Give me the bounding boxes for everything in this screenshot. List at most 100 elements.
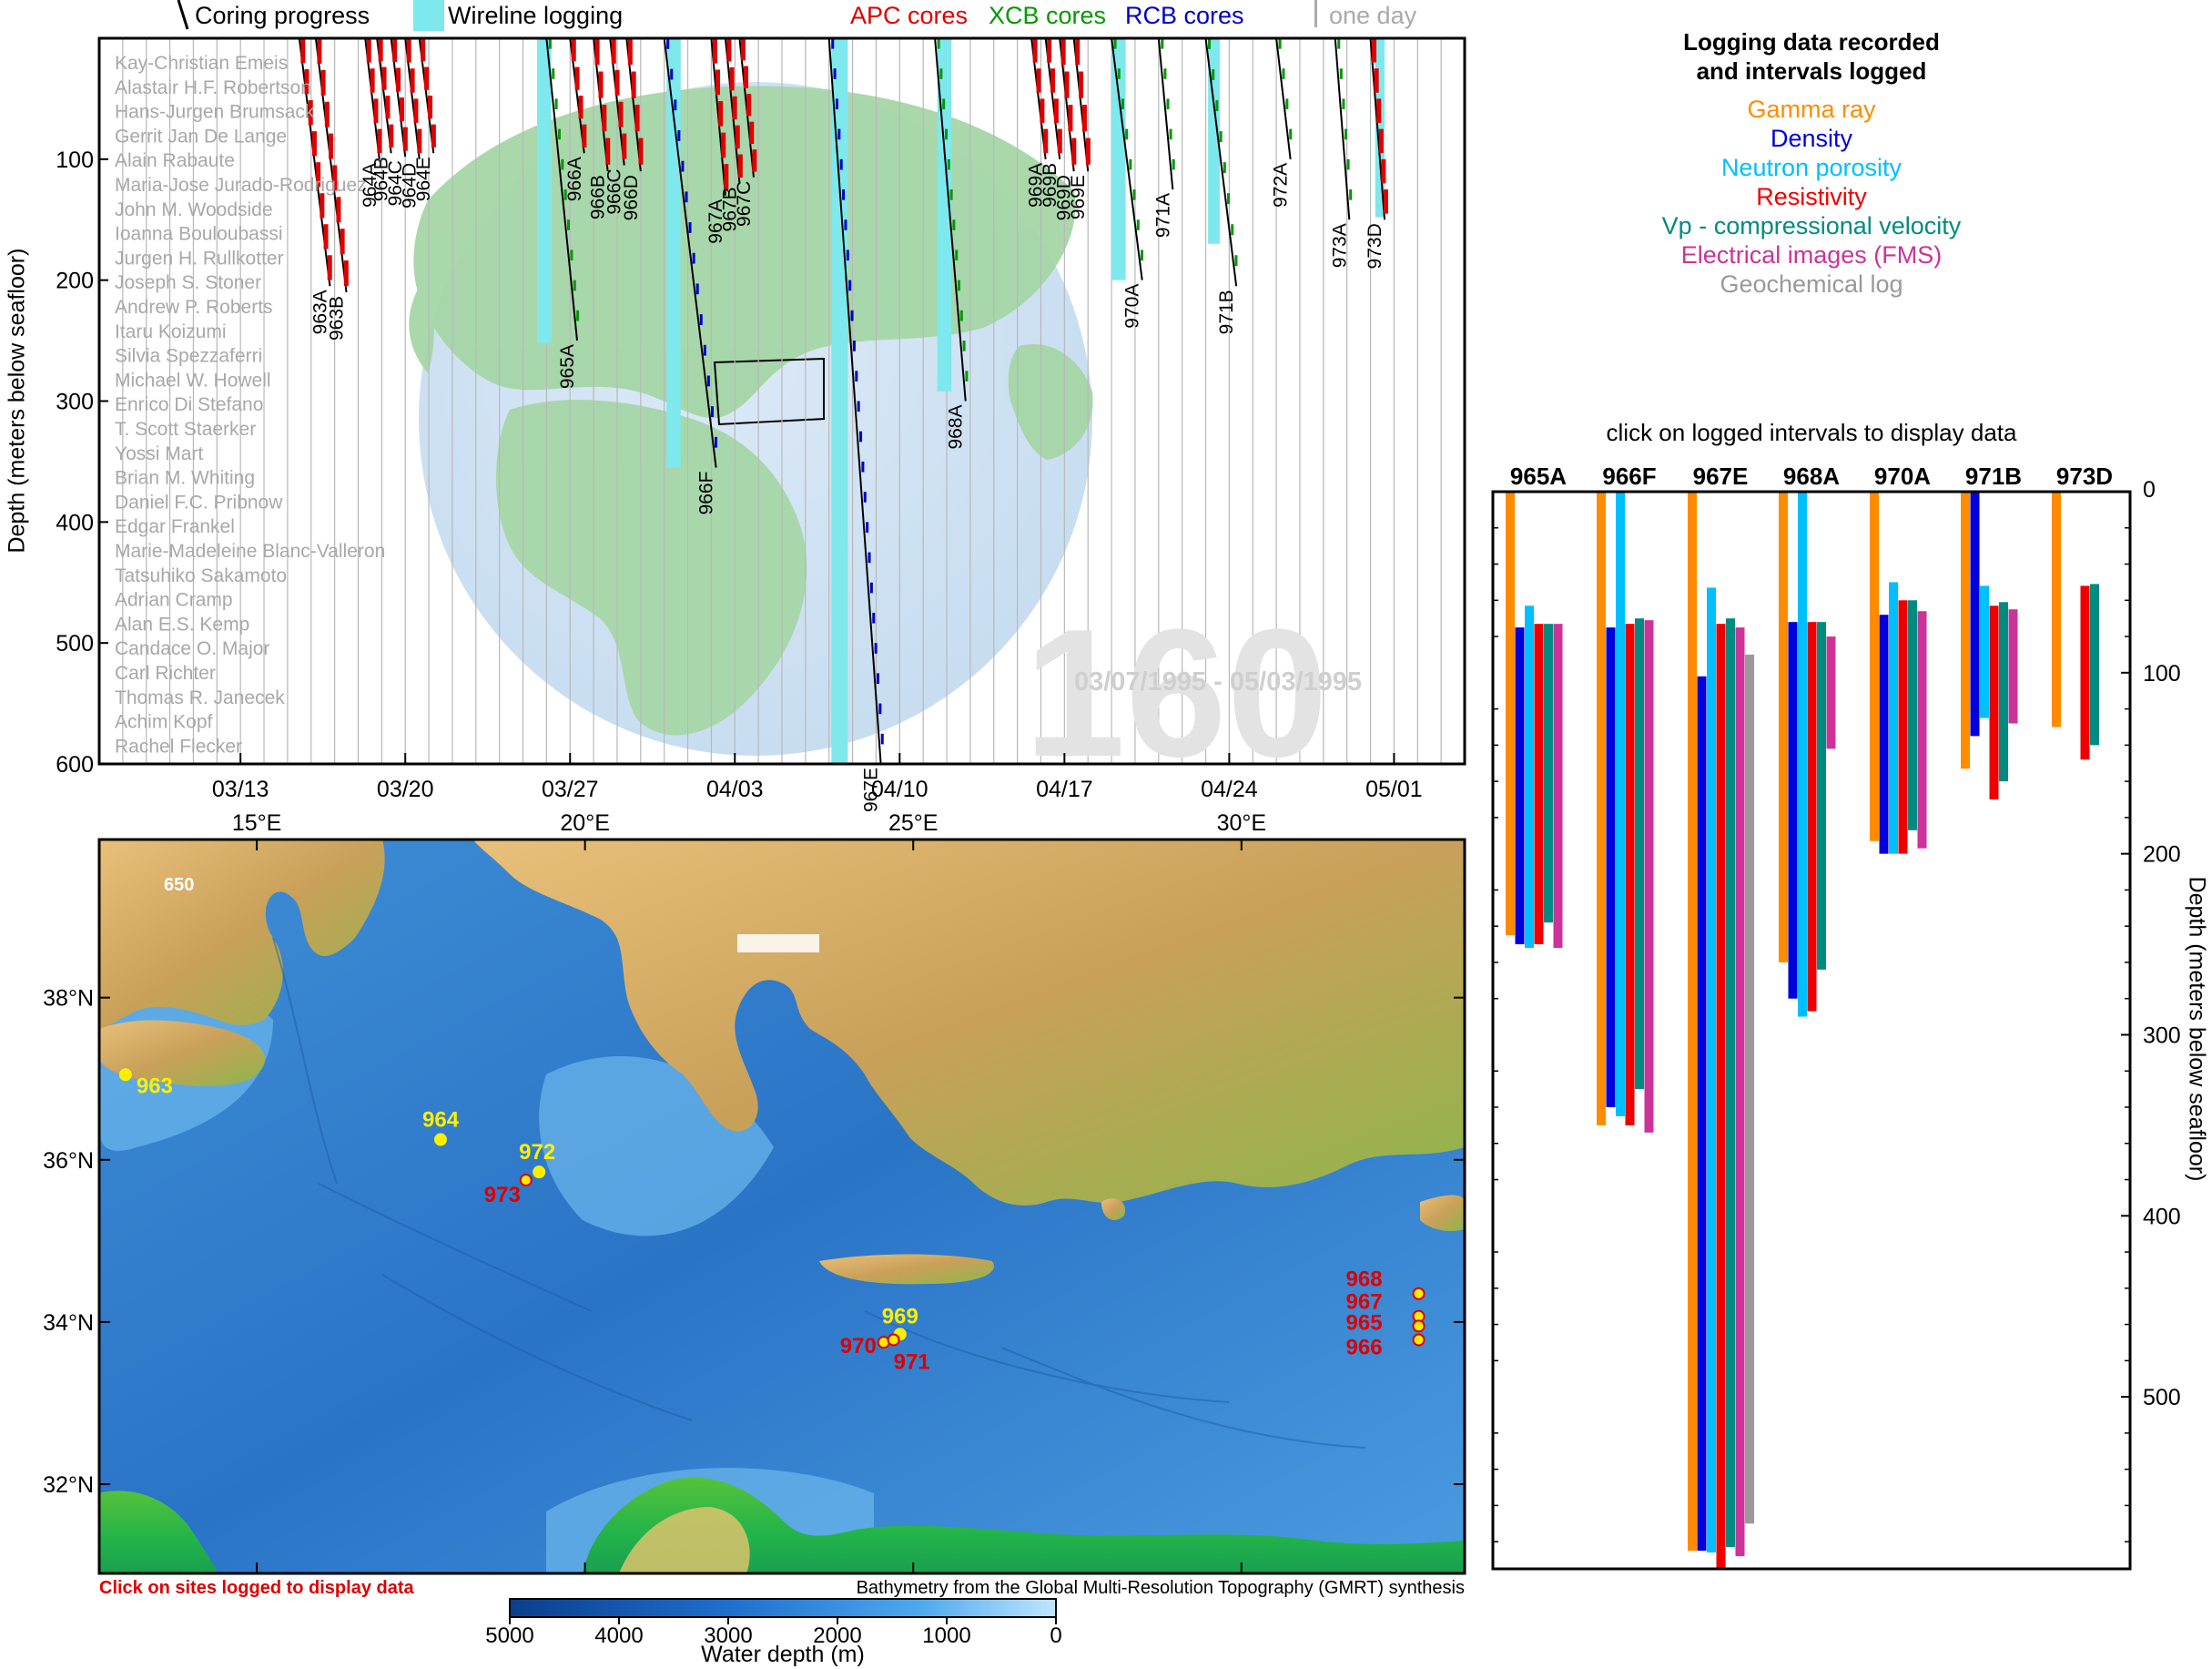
hole-label[interactable]: 973A <box>1329 223 1350 268</box>
interval-bar[interactable] <box>1870 492 1879 841</box>
interval-bar[interactable] <box>1779 492 1788 962</box>
site-label[interactable]: 971 <box>894 1350 930 1375</box>
interval-bar[interactable] <box>1625 624 1635 1125</box>
x-tick-label: 04/03 <box>706 777 764 802</box>
interval-bar[interactable] <box>1788 622 1798 999</box>
interval-bar[interactable] <box>1553 624 1563 949</box>
site-label[interactable]: 965 <box>1346 1310 1383 1335</box>
hole-label[interactable]: 969E <box>1068 175 1089 219</box>
interval-bar[interactable] <box>1817 622 1826 970</box>
interval-bar[interactable] <box>1525 606 1534 949</box>
interval-bar[interactable] <box>1745 654 1754 1524</box>
hole-label[interactable]: 963B <box>327 296 348 341</box>
interval-bar[interactable] <box>1999 602 2008 782</box>
hole-label[interactable]: 966A <box>564 157 585 201</box>
coring-progress-line <box>1334 38 1351 220</box>
hole-label[interactable]: 966B <box>588 175 609 219</box>
hole-category-label[interactable]: 968A <box>1783 463 1840 490</box>
interval-bar[interactable] <box>1616 492 1625 1116</box>
interval-bar[interactable] <box>1707 587 1716 1553</box>
interval-bar[interactable] <box>1735 627 1745 1557</box>
interval-bar[interactable] <box>1908 600 1917 830</box>
site-marker[interactable] <box>519 1174 533 1187</box>
interval-bar[interactable] <box>1606 627 1616 1107</box>
hole-label[interactable]: 965A <box>557 344 578 389</box>
hole-label[interactable]: 969A <box>1026 163 1047 208</box>
interval-bar[interactable] <box>1544 624 1553 923</box>
site-label[interactable]: 973 <box>484 1183 521 1207</box>
interval-bar[interactable] <box>1889 582 1898 854</box>
site-label[interactable]: 964 <box>422 1108 460 1133</box>
hole-label[interactable]: 969B <box>1040 163 1060 208</box>
site-label[interactable]: 972 <box>519 1140 555 1165</box>
logged-intervals-chart[interactable]: 965A 966F 967E 968A 970A 971B 973D 0 100 200 300 4… <box>1456 446 2212 1593</box>
hole-label[interactable]: 963A <box>309 290 330 334</box>
hole-category-label[interactable]: 971B <box>1965 463 2022 490</box>
hole-label[interactable]: 964E <box>413 157 434 201</box>
hole-label[interactable]: 972A <box>1271 163 1292 208</box>
hole-label[interactable]: 964A <box>360 163 381 208</box>
hole-label[interactable]: 967C <box>734 181 755 227</box>
hole-label[interactable]: 969D <box>1054 175 1075 220</box>
hole-label[interactable]: 966C <box>604 168 625 214</box>
hole-label[interactable]: 968A <box>946 405 967 450</box>
interval-bar[interactable] <box>1644 620 1654 1133</box>
interval-bar[interactable] <box>1798 492 1807 1017</box>
hole-label[interactable]: 967A <box>705 199 726 244</box>
interval-bar[interactable] <box>1506 492 1515 936</box>
interval-bar[interactable] <box>1807 622 1817 1012</box>
site-marker[interactable] <box>434 1133 447 1146</box>
hole-category-label[interactable]: 965A <box>1510 463 1567 490</box>
site-marker[interactable] <box>1412 1287 1426 1300</box>
interval-bar[interactable] <box>1697 676 1707 1552</box>
site-label[interactable]: 968 <box>1346 1267 1383 1292</box>
interval-bar[interactable] <box>1898 600 1908 854</box>
interval-bar[interactable] <box>1688 492 1697 1552</box>
interval-bar[interactable] <box>1534 624 1544 945</box>
hole-label[interactable]: 971B <box>1216 290 1237 334</box>
hole-label[interactable]: 967B <box>719 187 740 231</box>
legend-item: Resistivity <box>1756 183 1867 210</box>
site-marker[interactable] <box>1412 1319 1426 1333</box>
site-label[interactable]: 966 <box>1346 1336 1383 1360</box>
hole-category-label[interactable]: 967E <box>1693 463 1749 490</box>
hole-label[interactable]: 966D <box>621 175 642 220</box>
hole-label[interactable]: 970A <box>1122 284 1143 329</box>
interval-bar[interactable] <box>1635 618 1644 1090</box>
site-label[interactable]: 969 <box>882 1304 918 1328</box>
interval-bar[interactable] <box>1826 636 1836 749</box>
site-label[interactable]: 970 <box>840 1334 877 1359</box>
interval-bar[interactable] <box>2080 585 2090 760</box>
site-label[interactable]: 967 <box>1346 1290 1383 1315</box>
interval-bar[interactable] <box>1515 627 1525 945</box>
hole-label[interactable]: 964B <box>371 157 392 201</box>
logging-legend-items: Gamma ray Density Neutron porosity Resistiv… <box>1493 95 2130 299</box>
hole-category-label[interactable]: 973D <box>2056 463 2113 490</box>
site-marker[interactable] <box>887 1333 900 1347</box>
hole-label[interactable]: 973D <box>1365 223 1385 269</box>
interval-bar[interactable] <box>1980 585 1989 718</box>
interval-bar[interactable] <box>2090 584 2099 746</box>
hole-label[interactable]: 964C <box>385 160 406 206</box>
site-marker[interactable] <box>1412 1333 1426 1347</box>
site-label[interactable]: 963 <box>137 1074 173 1098</box>
interval-bar[interactable] <box>1989 606 1999 799</box>
interval-bar[interactable] <box>2008 609 2018 724</box>
hole-label[interactable]: 971A <box>1152 193 1173 238</box>
hole-category-label[interactable]: 966F <box>1602 463 1656 490</box>
interval-bar[interactable] <box>1716 624 1726 1570</box>
interval-bar[interactable] <box>1879 615 1889 854</box>
site-marker[interactable] <box>118 1068 132 1082</box>
interval-bar[interactable] <box>1726 618 1735 1548</box>
hole-label[interactable]: 967E <box>861 768 882 812</box>
interval-bar[interactable] <box>1961 492 1970 769</box>
interval-bar[interactable] <box>2052 492 2061 728</box>
hole-category-label[interactable]: 970A <box>1874 463 1931 490</box>
interval-bar[interactable] <box>1970 492 1980 737</box>
hole-label[interactable]: 966F <box>696 472 717 515</box>
interval-bar[interactable] <box>1917 611 1927 849</box>
site-marker[interactable] <box>533 1165 546 1179</box>
interval-bar[interactable] <box>1597 492 1606 1125</box>
hole-label[interactable]: 964D <box>400 163 421 209</box>
